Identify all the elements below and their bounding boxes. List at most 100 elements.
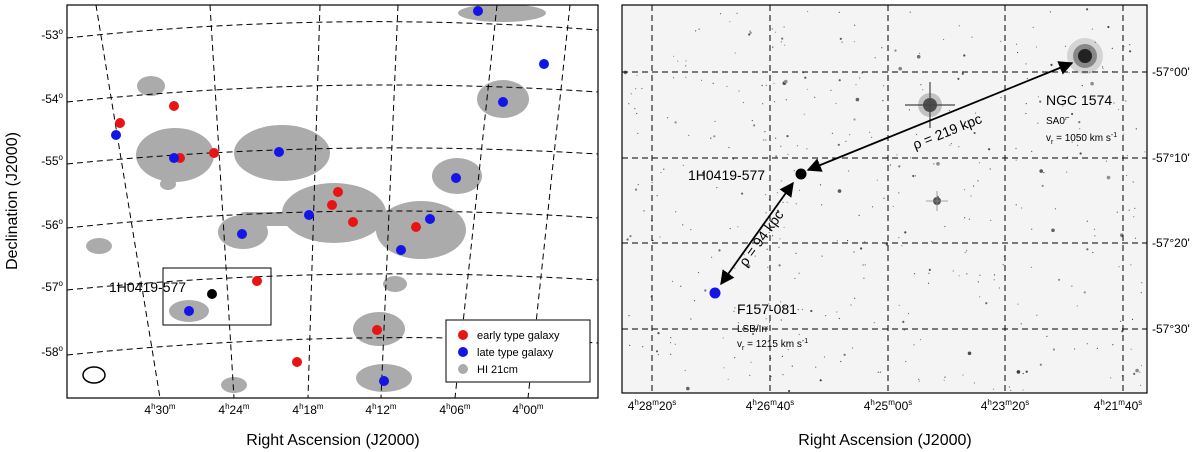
star [1068,72,1070,74]
star [641,87,643,90]
star [1035,46,1037,48]
dec-tick: -58o [41,344,63,359]
right-frame [621,4,1148,394]
star [1141,282,1143,284]
star [738,90,740,92]
star [727,378,729,380]
star [651,182,653,184]
star [674,121,677,124]
star [928,272,930,274]
source-marker [795,168,807,180]
late-galaxy [473,6,483,16]
star [851,347,854,349]
star [697,271,700,274]
star [722,337,724,339]
ngc1574-galaxy [1067,38,1103,74]
star [787,153,789,155]
star [778,264,781,267]
star [958,146,960,148]
star [962,374,964,376]
ngc-type: SA0− [1046,113,1070,127]
star [781,355,784,357]
star [737,226,739,228]
late-galaxy [425,214,435,224]
star [766,248,768,250]
hi-cloud [458,5,546,22]
star [684,369,686,372]
star [737,322,740,324]
star [958,25,961,27]
star [843,353,846,356]
star [1066,171,1068,173]
star [1140,292,1142,294]
star [798,333,800,336]
star [635,88,637,90]
star [901,245,903,247]
star [685,60,687,62]
star [1105,160,1108,162]
star [726,85,728,87]
star [862,264,864,266]
hi-cloud [383,276,407,292]
star [704,289,707,292]
star [723,367,725,369]
star [1037,96,1039,98]
dec-gridline [67,147,598,165]
star [992,388,995,390]
star [883,197,885,199]
ra-tick: 4h26m40s [746,398,795,413]
f157-name: F157-081 [737,301,797,317]
star [968,218,971,220]
star [898,192,900,194]
star [690,318,692,320]
star [1020,323,1022,325]
star [786,201,788,203]
star [1133,372,1136,375]
right-plot-area: ρ = 219 kpc ρ = 94 kpc 1H0419-577 NGC 15… [622,5,1147,393]
star [847,239,849,242]
star [775,31,777,33]
star [626,238,629,241]
star [912,174,915,178]
star [796,145,799,147]
star [1043,172,1045,174]
star [764,194,767,196]
star [977,180,979,182]
star [918,380,920,382]
star [1071,112,1074,116]
star [736,12,738,14]
star [761,84,763,87]
ra-tick: 4h12m [365,402,397,417]
star [849,134,851,136]
star [1030,266,1032,268]
star [759,308,762,310]
star [1135,128,1137,130]
star [780,301,782,303]
star [977,281,979,283]
dec-tick: -57o [41,279,63,294]
star [993,274,996,276]
star [1134,207,1136,209]
star [630,93,632,95]
early-galaxy [348,217,358,227]
ra-tick: 4h18m [292,402,324,417]
star [712,82,714,84]
ra-tick: 4h25m00s [864,398,913,413]
star [1130,264,1132,266]
star [1046,335,1048,337]
early-galaxy [372,325,382,335]
star [634,188,638,191]
star [988,148,991,151]
star [859,77,861,79]
star [839,37,842,40]
star [922,89,924,91]
star [677,60,679,62]
star [714,120,716,122]
f157-marker [709,287,721,299]
star [854,297,856,299]
star [751,332,755,336]
star [1096,347,1098,349]
star [688,134,690,136]
late-galaxy [451,173,461,183]
